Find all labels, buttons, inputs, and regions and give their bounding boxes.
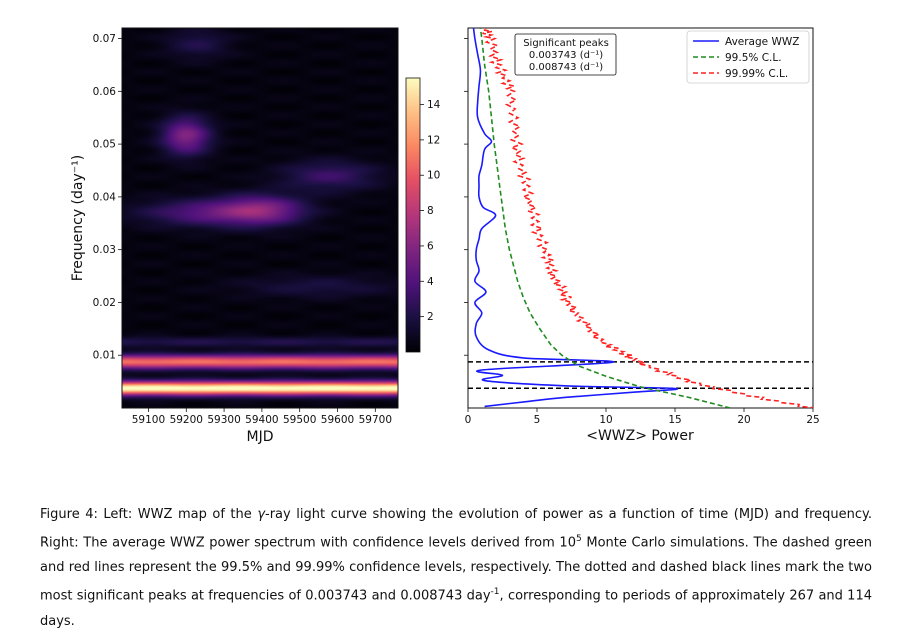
heatmap-y-label: Frequency (day⁻¹) xyxy=(70,155,86,281)
heatmap-y-ticks: 0.01 0.02 0.03 0.04 0.05 0.06 0.07 xyxy=(93,33,122,362)
colorbar-ticks: 2 4 6 8 10 12 14 xyxy=(420,99,441,323)
spectrum-x-ticks: 0 5 10 15 20 25 xyxy=(465,408,820,426)
heatmap-x-tick-label: 59700 xyxy=(359,414,392,426)
peak-frequency-2: 0.008743 (d⁻¹) xyxy=(529,62,603,73)
heatmap-x-tick-label: 59500 xyxy=(283,414,316,426)
spectrum-frame xyxy=(467,27,814,409)
caption-part2: -ray light curve showing the evolution o… xyxy=(40,507,873,551)
legend: Average WWZ 99.5% C.L. 99.99% C.L. xyxy=(686,30,810,84)
spectrum-x-tick-label: 20 xyxy=(737,414,750,426)
legend-label-9999: 99.99% C.L. xyxy=(725,68,788,80)
spectrum-x-tick-label: 10 xyxy=(599,414,612,426)
heatmap-frame xyxy=(121,27,399,409)
figure: 59100 59200 59300 59400 59500 59600 59700 0.01… xyxy=(70,27,820,445)
spectrum-lines xyxy=(468,28,813,408)
spectrum-x-label: <WWZ> Power xyxy=(586,428,694,444)
caption-part3: Monte Carlo simulations. The dashed gree… xyxy=(40,535,872,604)
heatmap-y-tick-label: 0.05 xyxy=(93,139,116,151)
caption-exponent: 5 xyxy=(575,534,582,544)
heatmap-y-tick-label: 0.01 xyxy=(93,350,116,362)
heatmap-y-tick-label: 0.03 xyxy=(93,244,116,256)
spectrum-x-tick-label: 25 xyxy=(806,414,819,426)
series-average-wwz xyxy=(472,28,679,408)
spectrum-x-tick-label: 0 xyxy=(465,414,472,426)
colorbar: 2 4 6 8 10 12 14 xyxy=(405,77,441,353)
heatmap-x-tick-label: 59200 xyxy=(170,414,203,426)
caption-gamma: γ xyxy=(257,507,266,522)
spectrum-x-tick-label: 5 xyxy=(534,414,541,426)
peaks-annotation-box xyxy=(514,33,617,76)
series-cl-99-99 xyxy=(480,28,813,408)
caption-unit-exponent: -1 xyxy=(490,587,500,598)
colorbar-tick-label: 12 xyxy=(427,134,440,146)
caption-base: 10 xyxy=(559,535,576,551)
figure-caption: Figure 4: Left: WWZ map of the γ-ray lig… xyxy=(40,502,872,634)
heatmap-image xyxy=(122,28,398,408)
heatmap-y-tick-label: 0.02 xyxy=(93,297,116,309)
colorbar-tick-label: 6 xyxy=(427,240,434,252)
series-cl-99-5 xyxy=(479,28,731,408)
heatmap-x-tick-label: 59600 xyxy=(321,414,354,426)
legend-label-995: 99.5% C.L. xyxy=(725,52,782,64)
colorbar-tick-label: 14 xyxy=(427,99,441,111)
colorbar-tick-label: 10 xyxy=(427,170,440,182)
peaks-annotation: Significant peaks 0.003743 (d⁻¹) 0.00874… xyxy=(514,33,617,76)
colorbar-tick-label: 4 xyxy=(427,276,434,288)
spectrum-x-tick-label: 15 xyxy=(668,414,681,426)
heatmap-x-label: MJD xyxy=(247,429,274,445)
caption-part1: Figure 4: Left: WWZ map of the xyxy=(40,507,258,522)
spectrum-panel: 0 5 10 15 20 25 <WWZ> Power Significant peaks… xyxy=(464,27,820,444)
heatmap-x-ticks: 59100 59200 59300 59400 59500 59600 59700 xyxy=(132,408,392,426)
heatmap-y-tick-label: 0.06 xyxy=(93,86,117,98)
heatmap-x-tick-label: 59100 xyxy=(132,414,165,426)
spectrum-y-ticks xyxy=(464,38,468,356)
colorbar-gradient xyxy=(405,77,421,353)
heatmap-x-tick-label: 59400 xyxy=(245,414,278,426)
peak-frequency-1: 0.003743 (d⁻¹) xyxy=(529,50,603,61)
legend-label-average: Average WWZ xyxy=(725,36,799,48)
heatmap-x-tick-label: 59300 xyxy=(207,414,240,426)
colorbar-tick-label: 8 xyxy=(427,205,434,217)
peaks-annotation-title: Significant peaks xyxy=(523,38,609,49)
heatmap-panel: 59100 59200 59300 59400 59500 59600 59700 0.01… xyxy=(70,27,399,445)
heatmap-y-tick-label: 0.07 xyxy=(93,33,116,45)
legend-box xyxy=(686,30,810,84)
heatmap-y-tick-label: 0.04 xyxy=(93,191,117,203)
colorbar-tick-label: 2 xyxy=(427,311,434,323)
